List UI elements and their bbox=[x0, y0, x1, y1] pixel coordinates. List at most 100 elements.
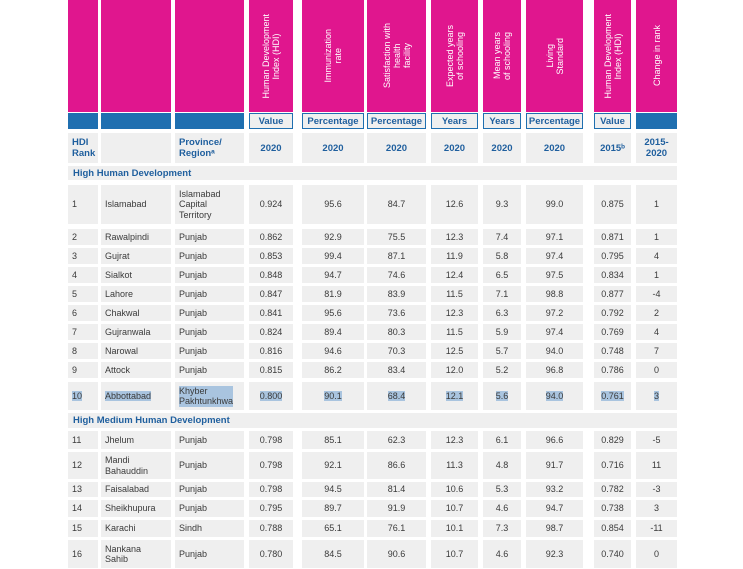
table-cell: 81.9 bbox=[302, 286, 364, 302]
table-cell: 0.829 bbox=[594, 431, 631, 449]
cell-value: Punjab bbox=[179, 503, 208, 514]
table-cell: 0.782 bbox=[594, 482, 631, 497]
cell-value: Chakwal bbox=[105, 307, 140, 318]
table-cell: 0.798 bbox=[249, 452, 293, 479]
table-cell: 75.5 bbox=[367, 229, 426, 245]
cell-value: 4 bbox=[72, 269, 78, 280]
cell-value: 94.7 bbox=[324, 269, 342, 280]
table-cell: 0.798 bbox=[249, 431, 293, 449]
table-cell: 95.6 bbox=[302, 305, 364, 321]
cell-value: Islamabad Capital Territory bbox=[179, 188, 221, 220]
table-cell: 6.1 bbox=[483, 431, 521, 449]
table-cell: Punjab bbox=[175, 229, 244, 245]
column-header-expected: Expected years of schooling bbox=[431, 0, 478, 112]
cell-value: 99.0 bbox=[545, 199, 564, 210]
cell-value: 3 bbox=[72, 250, 78, 261]
cell-value: 92.1 bbox=[324, 460, 342, 471]
header-row-cell: 2020 bbox=[302, 133, 364, 163]
table-cell: 99.4 bbox=[302, 248, 364, 264]
rank-cell: 3 bbox=[68, 248, 98, 264]
rank-cell: 10 bbox=[68, 382, 98, 410]
cell-value: 5.3 bbox=[495, 484, 509, 495]
cell-value: Sheikhupura bbox=[105, 503, 156, 514]
cell-value: 10.7 bbox=[445, 548, 464, 559]
cell-value: 0.798 bbox=[259, 460, 283, 471]
unit-bar-cell bbox=[636, 113, 677, 129]
cell-value: 6.3 bbox=[495, 307, 509, 318]
cell-value: 68.4 bbox=[387, 390, 406, 402]
unit-bar-cell bbox=[68, 113, 98, 129]
table-cell: Punjab bbox=[175, 324, 244, 340]
table-cell: 92.1 bbox=[302, 452, 364, 479]
cell-value: 12.3 bbox=[445, 434, 464, 445]
table-cell: 70.3 bbox=[367, 343, 426, 359]
table-cell: 94.7 bbox=[526, 500, 583, 517]
column-header-satisfaction: Satisfaction with health facility bbox=[367, 0, 426, 112]
cell-value: 9 bbox=[72, 364, 78, 375]
table-cell: -4 bbox=[636, 286, 677, 302]
cell-value: Islamabad bbox=[105, 199, 147, 210]
column-header-hdi: Human Development Index (HDI) bbox=[249, 0, 293, 112]
cell-value: 10.1 bbox=[445, 523, 464, 534]
table-cell: 3 bbox=[636, 500, 677, 517]
table-cell: 0.824 bbox=[249, 324, 293, 340]
cell-value: -4 bbox=[652, 288, 661, 299]
table-cell: 96.6 bbox=[526, 431, 583, 449]
district-cell: Attock bbox=[101, 362, 171, 378]
district-cell: Narowal bbox=[101, 343, 171, 359]
cell-value: 3 bbox=[653, 390, 659, 402]
table-cell: 0.875 bbox=[594, 185, 631, 224]
table-cell: 12.4 bbox=[431, 267, 478, 283]
table-cell: 91.7 bbox=[526, 452, 583, 479]
table-cell: 0.795 bbox=[594, 248, 631, 264]
table-cell: 0.853 bbox=[249, 248, 293, 264]
cell-value: 0.782 bbox=[601, 484, 624, 495]
table-cell: 90.1 bbox=[302, 382, 364, 410]
table-cell: 84.5 bbox=[302, 540, 364, 568]
cell-value: 0.792 bbox=[601, 307, 624, 318]
cell-value: 7 bbox=[653, 345, 659, 356]
cell-value: Punjab bbox=[179, 364, 208, 375]
cell-value: 0.795 bbox=[259, 503, 283, 514]
column-title-wrap: Immunization rate bbox=[302, 0, 364, 112]
table-cell: 0 bbox=[636, 362, 677, 378]
year-label: 2020 bbox=[491, 142, 513, 154]
table-cell: 0.792 bbox=[594, 305, 631, 321]
cell-value: 94.7 bbox=[545, 503, 564, 514]
table-cell: 0.800 bbox=[249, 382, 293, 410]
cell-value: 86.2 bbox=[324, 364, 342, 375]
cell-value: 99.4 bbox=[324, 250, 342, 261]
cell-value: 92.3 bbox=[545, 548, 564, 559]
table-cell: 1 bbox=[636, 185, 677, 224]
table-cell: 97.1 bbox=[526, 229, 583, 245]
cell-value: 89.7 bbox=[324, 503, 342, 514]
table-cell: 4 bbox=[636, 324, 677, 340]
cell-value: 0.748 bbox=[601, 345, 624, 356]
cell-value: 83.4 bbox=[387, 364, 406, 375]
table-cell: Khyber Pakhtunkhwa bbox=[175, 382, 244, 410]
district-cell: Faisalabad bbox=[101, 482, 171, 497]
unit-label: Years bbox=[484, 114, 520, 128]
table-cell: 12.3 bbox=[431, 305, 478, 321]
header-row-cell: 2020 bbox=[483, 133, 521, 163]
cell-value: 0.798 bbox=[259, 434, 283, 445]
table-cell: 10.7 bbox=[431, 540, 478, 568]
cell-value: 2 bbox=[653, 307, 659, 318]
unit-label: Percentage bbox=[368, 114, 425, 128]
province-label: Province/ Regionᵃ bbox=[179, 137, 222, 159]
cell-value: Sialkot bbox=[105, 269, 133, 280]
cell-value: 96.6 bbox=[545, 434, 564, 445]
table-cell: 97.4 bbox=[526, 324, 583, 340]
cell-value: 0.834 bbox=[601, 269, 624, 280]
table-cell: 89.4 bbox=[302, 324, 364, 340]
rank-cell: 5 bbox=[68, 286, 98, 302]
cell-value: 0.780 bbox=[259, 548, 283, 559]
cell-value: 97.4 bbox=[545, 250, 564, 261]
rank-cell: 2 bbox=[68, 229, 98, 245]
column-header-living: Living Standard bbox=[526, 0, 583, 112]
column-title-wrap: Human Development Index (HDI) bbox=[249, 0, 293, 112]
table-cell: 11.5 bbox=[431, 324, 478, 340]
table-cell: 0.841 bbox=[249, 305, 293, 321]
cell-value: 11 bbox=[651, 460, 662, 471]
cell-value: 10.7 bbox=[445, 503, 464, 514]
